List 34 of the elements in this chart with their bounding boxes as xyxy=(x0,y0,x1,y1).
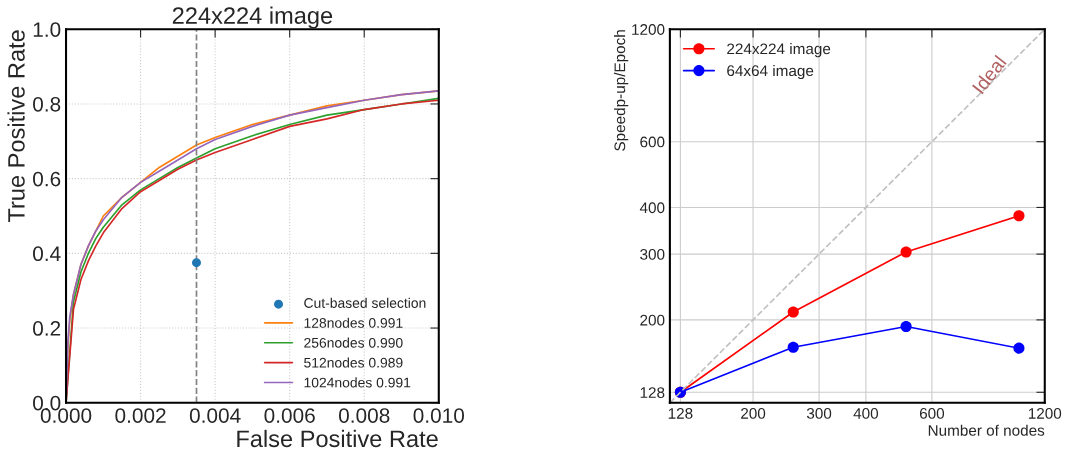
y-axis-title: Speedp-up/Epoch xyxy=(614,30,629,151)
x-tick-label: 128 xyxy=(668,408,693,419)
x-tick-label: 0.008 xyxy=(338,408,390,423)
y-tick-label: 400 xyxy=(639,202,665,214)
x-tick-label: 0.002 xyxy=(115,408,166,423)
x-tick-label: 300 xyxy=(806,408,832,419)
legend-label: 1024nodes 0.991 xyxy=(304,377,411,388)
x-axis-title: Number of nodes xyxy=(928,424,1045,436)
legend-label: 64x64 image xyxy=(727,64,814,80)
legend-label: 224x224 image xyxy=(727,43,831,58)
x-tick-label: 200 xyxy=(741,408,766,419)
y-tick-label: 200 xyxy=(640,314,665,326)
chart-title: 224x224 image xyxy=(172,6,333,29)
legend-label: 256nodes 0.990 xyxy=(304,337,403,348)
x-axis-title: False Positive Rate xyxy=(237,429,438,448)
y-tick-label: 0.4 xyxy=(33,246,61,262)
y-tick-label: 300 xyxy=(640,248,665,260)
x-tick-label: 600 xyxy=(919,408,945,419)
y-tick-label: 600 xyxy=(640,136,665,148)
legend-label: Cut-based selection xyxy=(304,297,426,308)
x-tick-label: 0.010 xyxy=(413,408,465,423)
legend-label: 128nodes 0.991 xyxy=(304,317,403,328)
y-tick-label: 0.6 xyxy=(33,171,61,187)
legend-label: 512nodes 0.989 xyxy=(304,357,403,368)
y-axis-title: True Positive Rate xyxy=(7,30,25,223)
x-tick-label: 1200 xyxy=(1028,408,1062,419)
y-tick-label: 0.8 xyxy=(33,96,61,112)
y-tick-label: 128 xyxy=(640,387,665,398)
y-tick-label: 1200 xyxy=(632,24,665,35)
x-tick-label: 0.004 xyxy=(189,408,241,423)
x-tick-label: 400 xyxy=(853,408,879,419)
x-tick-label: 0.006 xyxy=(264,408,315,423)
y-tick-label: 1.0 xyxy=(33,22,61,37)
y-tick-label: 0.2 xyxy=(33,321,61,336)
